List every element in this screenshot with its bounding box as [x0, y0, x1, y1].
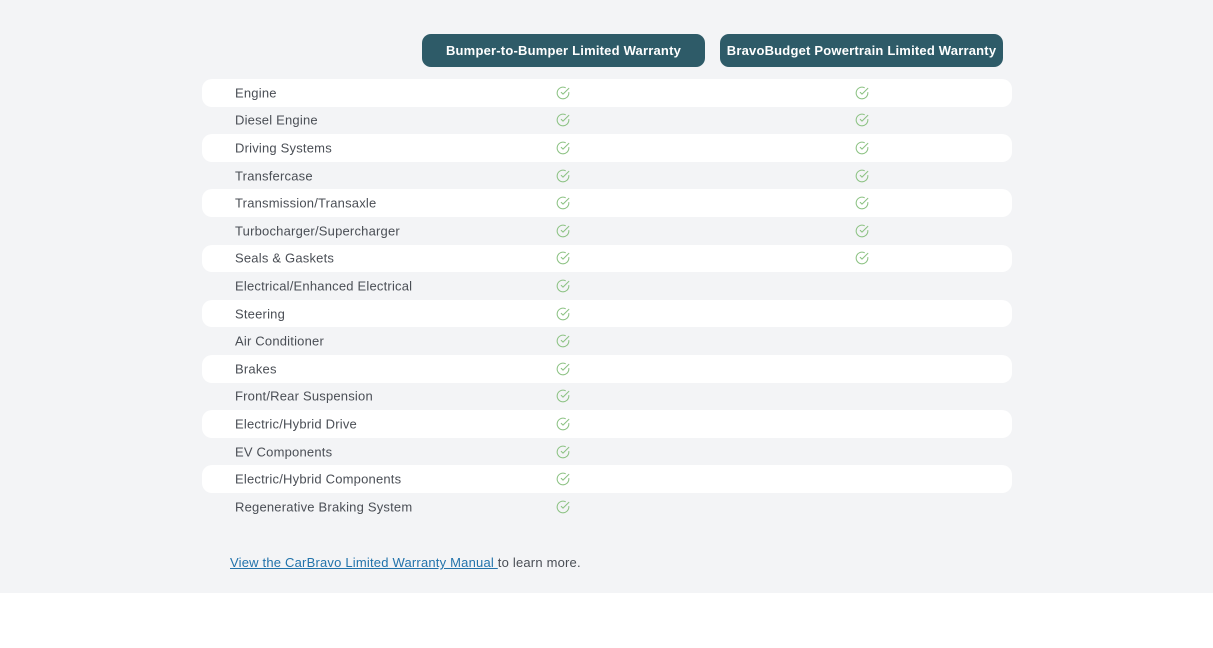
row-label: Driving Systems [235, 140, 332, 156]
check-circle-icon [556, 279, 570, 293]
check-circle-icon [855, 141, 869, 155]
table-row: Seals & Gaskets [202, 244, 1012, 273]
check-circle-icon [855, 224, 869, 238]
table-row: Transmission/Transaxle [202, 189, 1012, 217]
row-label: Diesel Engine [235, 112, 318, 128]
row-label: Electric/Hybrid Drive [235, 416, 357, 432]
table-row: Turbocharger/Supercharger [202, 217, 1012, 245]
check-circle-icon [556, 196, 570, 210]
row-label: Engine [235, 85, 277, 101]
table-row: Electrical/Enhanced Electrical [202, 272, 1012, 300]
row-label: Steering [235, 306, 286, 322]
table-row: Regenerative Braking System [202, 493, 1012, 521]
row-label: Seals & Gaskets [235, 250, 335, 266]
check-circle-icon [556, 86, 570, 100]
check-circle-icon [556, 362, 570, 376]
row-label: Turbocharger/Supercharger [235, 223, 400, 239]
check-circle-icon [556, 417, 570, 431]
table-row: Air Conditioner [202, 327, 1012, 355]
row-label: Electric/Hybrid Components [235, 471, 402, 487]
page-background [0, 593, 1213, 648]
footer-note-suffix: to learn more. [497, 555, 581, 570]
table-row: EV Components [202, 438, 1012, 466]
warranty-comparison-section: Bumper-to-Bumper Limited Warranty BravoB… [0, 0, 1213, 593]
row-label: Electrical/Enhanced Electrical [235, 278, 413, 294]
check-circle-icon [556, 472, 570, 486]
row-label: Air Conditioner [235, 333, 324, 349]
row-label: Transmission/Transaxle [235, 195, 377, 211]
row-label: Front/Rear Suspension [235, 388, 373, 404]
table-row: Electric/Hybrid Components [202, 465, 1012, 493]
check-circle-icon [556, 445, 570, 459]
column-header-bumper-to-bumper-warranty: Bumper-to-Bumper Limited Warranty [422, 34, 705, 67]
table-row: Diesel Engine [202, 107, 1012, 135]
check-circle-icon [556, 334, 570, 348]
table-row: Brakes [202, 354, 1012, 383]
table-row: Front/Rear Suspension [202, 383, 1012, 411]
check-circle-icon [556, 307, 570, 321]
check-circle-icon [556, 389, 570, 403]
warranty-coverage-table: Engine Diesel Engine Driving Systems Transf… [202, 79, 1012, 521]
table-row: Driving Systems [202, 134, 1012, 162]
footer-note: View the CarBravo Limited Warranty Manua… [230, 555, 581, 570]
check-circle-icon [556, 141, 570, 155]
row-label: Transfercase [235, 168, 313, 184]
row-label: EV Components [235, 444, 333, 460]
check-circle-icon [556, 500, 570, 514]
check-circle-icon [556, 169, 570, 183]
row-label: Regenerative Braking System [235, 499, 413, 515]
table-row: Engine [202, 79, 1012, 107]
check-circle-icon [855, 251, 869, 265]
check-circle-icon [556, 113, 570, 127]
check-circle-icon [855, 196, 869, 210]
column-header-powertrain-warranty: BravoBudget Powertrain Limited Warranty [720, 34, 1003, 67]
table-row: Electric/Hybrid Drive [202, 410, 1012, 438]
check-circle-icon [855, 169, 869, 183]
table-row: Steering [202, 299, 1012, 328]
check-circle-icon [855, 86, 869, 100]
check-circle-icon [556, 251, 570, 265]
row-label: Brakes [235, 361, 277, 377]
table-row: Transfercase [202, 162, 1012, 190]
check-circle-icon [855, 113, 869, 127]
check-circle-icon [556, 224, 570, 238]
warranty-manual-link[interactable]: View the CarBravo Limited Warranty Manua… [230, 555, 498, 570]
